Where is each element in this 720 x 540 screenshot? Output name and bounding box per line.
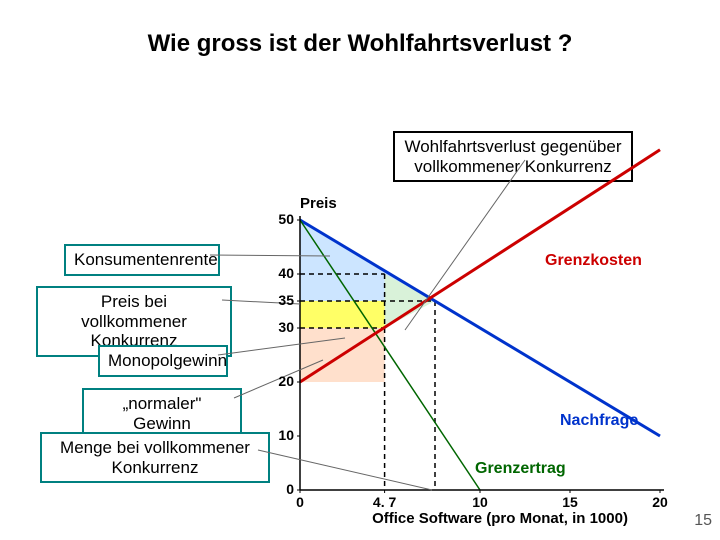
x-tick-label: 10 bbox=[460, 494, 500, 510]
monopoly-profit bbox=[300, 301, 385, 328]
y-tick-label: 20 bbox=[266, 373, 294, 389]
y-tick-label: 35 bbox=[266, 292, 294, 308]
y-tick-label: 10 bbox=[266, 427, 294, 443]
y-tick-label: 30 bbox=[266, 319, 294, 335]
x-tick-label: 0 bbox=[280, 494, 320, 510]
y-tick-label: 40 bbox=[266, 265, 294, 281]
x-tick-label: 4. 7 bbox=[365, 494, 405, 510]
y-tick-label: 50 bbox=[266, 211, 294, 227]
chart bbox=[0, 0, 720, 540]
slide: Wie gross ist der Wohlfahrtsverlust ? Wo… bbox=[0, 0, 720, 540]
x-tick-label: 15 bbox=[550, 494, 590, 510]
pointer-line bbox=[405, 160, 525, 330]
page-number: 15 bbox=[694, 512, 712, 530]
x-tick-label: 20 bbox=[640, 494, 680, 510]
